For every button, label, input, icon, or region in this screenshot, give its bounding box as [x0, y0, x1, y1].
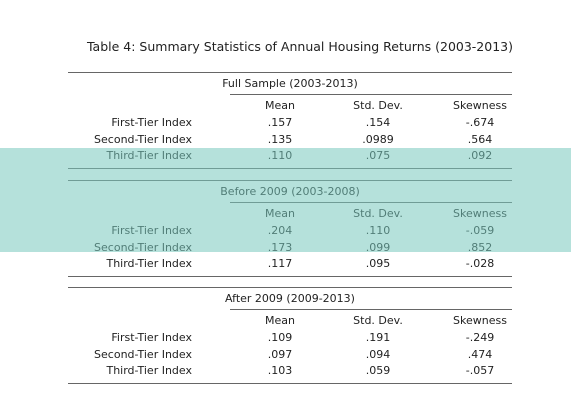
- cell: .474: [467, 347, 493, 361]
- row-label: Third-Tier Index: [106, 364, 192, 377]
- cell: -.057: [465, 364, 495, 377]
- cell: .0989: [362, 132, 394, 146]
- cell: .157: [267, 116, 293, 129]
- section-rule: [68, 287, 512, 288]
- cell: .103: [267, 364, 293, 377]
- column-header: Mean: [265, 314, 295, 327]
- cell: .109: [267, 331, 293, 344]
- column-header: Mean: [265, 99, 295, 112]
- table-title: Table 4: Summary Statistics of Annual Ho…: [86, 39, 513, 54]
- section-rule: [68, 72, 512, 73]
- cell: .154: [365, 116, 391, 129]
- watermark-band: [0, 148, 571, 252]
- cell: .094: [365, 347, 391, 361]
- cell: .135: [267, 132, 293, 146]
- cell: -.028: [465, 257, 495, 270]
- cell: .191: [365, 331, 391, 344]
- section-rule: [68, 275, 512, 277]
- row-label: Third-Tier Index: [106, 257, 192, 270]
- row-label: Second-Tier Index: [94, 347, 192, 361]
- row-label: First-Tier Index: [111, 116, 192, 129]
- column-header: Std. Dev.: [353, 99, 403, 112]
- column-header: Skewness: [453, 99, 507, 112]
- cell: .564: [467, 132, 493, 146]
- row-label: First-Tier Index: [111, 331, 192, 344]
- section-rule: [230, 94, 512, 95]
- row-label: Second-Tier Index: [94, 132, 192, 146]
- column-header: Std. Dev.: [353, 314, 403, 327]
- cell: .095: [365, 257, 391, 270]
- section-rule: [68, 382, 512, 384]
- section-rule: [230, 309, 512, 310]
- cell: -.249: [465, 331, 495, 344]
- cell: .097: [267, 347, 293, 361]
- cell: .059: [365, 364, 391, 377]
- section-title: After 2009 (2009-2013): [225, 292, 355, 305]
- column-header: Skewness: [453, 314, 507, 327]
- cell: .117: [267, 257, 293, 270]
- section-title: Full Sample (2003-2013): [222, 77, 358, 90]
- cell: -.674: [465, 116, 495, 129]
